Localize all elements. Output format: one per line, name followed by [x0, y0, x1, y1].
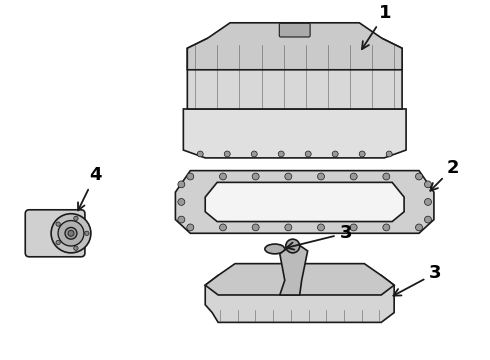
Circle shape — [178, 216, 185, 223]
FancyBboxPatch shape — [279, 23, 310, 37]
Circle shape — [187, 173, 194, 180]
Polygon shape — [187, 39, 402, 109]
Circle shape — [51, 214, 91, 253]
Text: 3: 3 — [287, 224, 352, 249]
Circle shape — [359, 151, 365, 157]
Polygon shape — [175, 171, 434, 233]
Circle shape — [350, 173, 357, 180]
Polygon shape — [280, 244, 308, 295]
Circle shape — [56, 222, 60, 226]
Circle shape — [65, 228, 77, 239]
Circle shape — [220, 224, 226, 231]
Circle shape — [197, 151, 203, 157]
Circle shape — [251, 151, 257, 157]
Circle shape — [416, 224, 422, 231]
Circle shape — [74, 246, 78, 250]
Text: 2: 2 — [430, 159, 459, 191]
Circle shape — [424, 198, 431, 206]
Circle shape — [305, 151, 311, 157]
Text: 1: 1 — [362, 4, 392, 49]
Circle shape — [220, 173, 226, 180]
Circle shape — [178, 181, 185, 188]
Circle shape — [224, 151, 230, 157]
Polygon shape — [205, 183, 404, 221]
Polygon shape — [187, 23, 402, 70]
Circle shape — [424, 181, 431, 188]
Circle shape — [187, 224, 194, 231]
Circle shape — [85, 231, 89, 235]
Circle shape — [285, 173, 292, 180]
Circle shape — [318, 173, 324, 180]
Circle shape — [383, 224, 390, 231]
Polygon shape — [205, 264, 394, 295]
Circle shape — [318, 224, 324, 231]
Polygon shape — [205, 275, 394, 323]
Text: 4: 4 — [78, 166, 101, 210]
Circle shape — [386, 151, 392, 157]
Text: 3: 3 — [393, 264, 441, 296]
Circle shape — [58, 221, 84, 246]
Circle shape — [178, 198, 185, 206]
Circle shape — [252, 224, 259, 231]
Circle shape — [56, 240, 60, 245]
Circle shape — [286, 239, 300, 253]
Circle shape — [74, 216, 78, 221]
Circle shape — [383, 173, 390, 180]
Circle shape — [68, 230, 74, 236]
Polygon shape — [183, 109, 406, 158]
Circle shape — [278, 151, 284, 157]
Circle shape — [350, 224, 357, 231]
Circle shape — [332, 151, 338, 157]
Circle shape — [285, 224, 292, 231]
FancyBboxPatch shape — [25, 210, 85, 257]
Circle shape — [252, 173, 259, 180]
Circle shape — [424, 216, 431, 223]
Circle shape — [416, 173, 422, 180]
Ellipse shape — [265, 244, 285, 254]
